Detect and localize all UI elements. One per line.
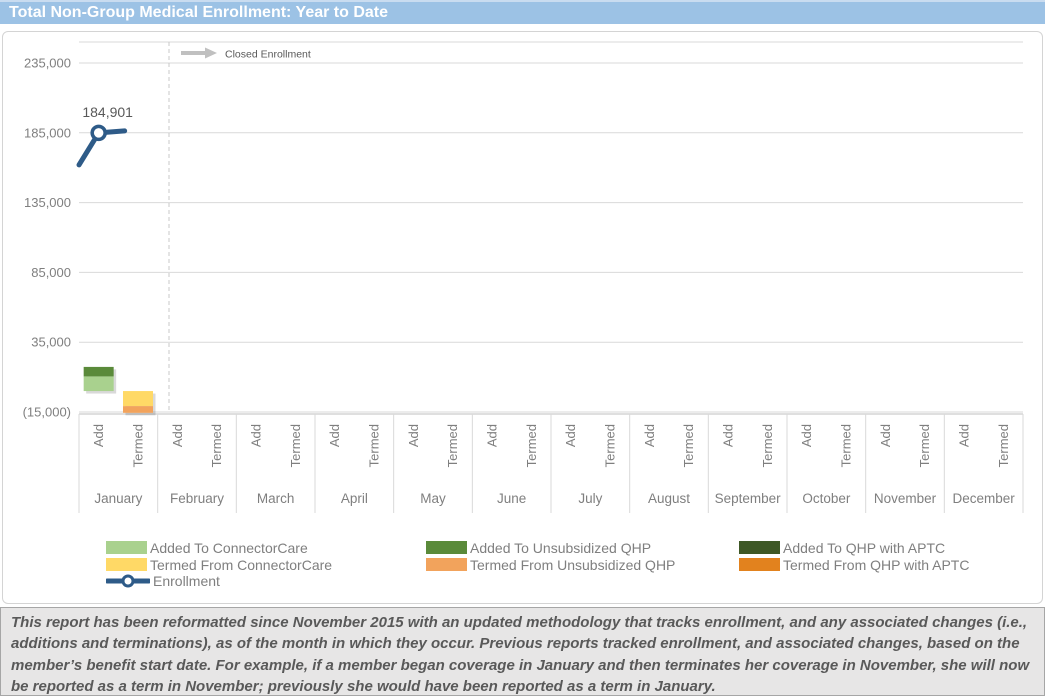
x-axis-month-label: February bbox=[170, 491, 224, 506]
y-axis-tick-label: 85,000 bbox=[31, 265, 71, 280]
x-axis-termed-label: Termed bbox=[760, 424, 775, 467]
x-axis-add-label: Add bbox=[878, 424, 893, 447]
x-axis-month-label: May bbox=[420, 491, 446, 506]
footnote-text: This report has been reformatted since N… bbox=[11, 614, 1030, 695]
legend-item-added-to-connectorcare: Added To ConnectorCare bbox=[106, 539, 308, 556]
y-axis-tick-label: 235,000 bbox=[24, 55, 71, 70]
x-axis-add-label: Add bbox=[91, 424, 106, 447]
legend-label: Enrollment bbox=[153, 572, 220, 589]
closed-enrollment-arrowhead-icon bbox=[205, 47, 217, 59]
bar-added-to-unsubsidized-qhp bbox=[83, 366, 114, 377]
legend-label: Added To ConnectorCare bbox=[150, 539, 308, 556]
legend-label: Termed From Unsubsidized QHP bbox=[470, 556, 676, 573]
x-axis-month-label: September bbox=[715, 491, 782, 506]
bar-termed-from-unsubsidized-qhp bbox=[123, 406, 153, 413]
footnote-box: This report has been reformatted since N… bbox=[0, 607, 1045, 696]
x-axis-termed-label: Termed bbox=[288, 424, 303, 467]
legend-label: Added To Unsubsidized QHP bbox=[470, 539, 652, 556]
x-axis-termed-label: Termed bbox=[996, 424, 1011, 467]
legend-item-enrollment: Enrollment bbox=[104, 572, 220, 589]
x-axis-month-label: June bbox=[497, 491, 526, 506]
x-axis-month-label: March bbox=[257, 491, 295, 506]
x-axis-add-label: Add bbox=[799, 424, 814, 447]
legend-swatch bbox=[106, 558, 147, 572]
x-axis-termed-label: Termed bbox=[917, 424, 932, 467]
x-axis-add-label: Add bbox=[563, 424, 578, 447]
bar-termed-from-connectorcare bbox=[123, 391, 153, 407]
x-axis-add-label: Add bbox=[170, 424, 185, 447]
x-axis-termed-label: Termed bbox=[524, 424, 539, 467]
closed-enrollment-label: Closed Enrollment bbox=[225, 49, 311, 61]
legend-label: Termed From QHP with APTC bbox=[783, 556, 970, 573]
x-axis-termed-label: Termed bbox=[445, 424, 460, 467]
enrollment-chart: (15,000) 35,000 85,000 135,000 185,000 235,00… bbox=[23, 41, 1024, 513]
legend-item-added-to-unsubsidized-qhp: Added To Unsubsidized QHP bbox=[426, 539, 652, 556]
y-axis-tick-label: (15,000) bbox=[23, 405, 71, 420]
title-bar: Total Non-Group Medical Enrollment: Year… bbox=[0, 0, 1045, 24]
x-axis-add-label: Add bbox=[406, 424, 421, 447]
legend-swatch bbox=[739, 558, 780, 572]
enrollment-data-label: 184,901 bbox=[82, 104, 133, 120]
x-axis-month-label: January bbox=[94, 491, 142, 506]
y-axis-tick-label: 35,000 bbox=[31, 335, 71, 350]
x-axis-termed-label: Termed bbox=[131, 424, 146, 467]
x-axis-add-label: Add bbox=[249, 424, 264, 447]
chart-container: (15,000) 35,000 85,000 135,000 185,000 235,00… bbox=[2, 31, 1043, 604]
x-axis-termed-label: Termed bbox=[209, 424, 224, 467]
legend-label: Added To QHP with APTC bbox=[783, 539, 946, 556]
legend-swatch bbox=[739, 541, 780, 555]
x-axis-add-label: Add bbox=[327, 424, 342, 447]
x-axis-add-label: Add bbox=[721, 424, 736, 447]
x-axis-add-label: Add bbox=[957, 424, 972, 447]
y-axis-tick-label: 185,000 bbox=[24, 125, 71, 140]
x-axis-month-label: October bbox=[802, 491, 851, 506]
bar-added-to-connectorcare bbox=[83, 376, 114, 392]
legend-swatch bbox=[426, 558, 467, 572]
legend-item-termed-from-connectorcare: Termed From ConnectorCare bbox=[106, 556, 333, 573]
chart-legend: Added To ConnectorCare Added To Unsubsidi… bbox=[3, 32, 1042, 603]
x-axis-month-label: December bbox=[953, 491, 1016, 506]
legend-item-termed-from-qhp-with-aptc: Termed From QHP with APTC bbox=[739, 556, 970, 573]
x-axis-month-label: August bbox=[648, 491, 690, 506]
legend-label: Termed From ConnectorCare bbox=[150, 556, 333, 573]
x-axis-termed-label: Termed bbox=[681, 424, 696, 467]
legend-marker-icon bbox=[121, 574, 135, 588]
x-axis-month-label: July bbox=[578, 491, 602, 506]
y-axis-tick-label: 135,000 bbox=[24, 195, 71, 210]
chart-title: Total Non-Group Medical Enrollment: Year… bbox=[9, 4, 389, 21]
x-axis-termed-label: Termed bbox=[839, 424, 854, 467]
legend-line-marker-icon bbox=[104, 574, 152, 588]
x-axis-month-label: April bbox=[341, 491, 368, 506]
legend-swatch bbox=[106, 541, 147, 555]
x-axis-month-label: November bbox=[874, 491, 937, 506]
legend-item-added-to-qhp-with-aptc: Added To QHP with APTC bbox=[739, 539, 946, 556]
legend-swatch bbox=[426, 541, 467, 555]
x-axis-termed-label: Termed bbox=[603, 424, 618, 467]
legend-item-termed-from-unsubsidized-qhp: Termed From Unsubsidized QHP bbox=[426, 556, 676, 573]
x-axis-add-label: Add bbox=[642, 424, 657, 447]
enrollment-marker bbox=[90, 124, 107, 142]
x-axis-termed-label: Termed bbox=[367, 424, 382, 467]
x-axis-add-label: Add bbox=[485, 424, 500, 447]
